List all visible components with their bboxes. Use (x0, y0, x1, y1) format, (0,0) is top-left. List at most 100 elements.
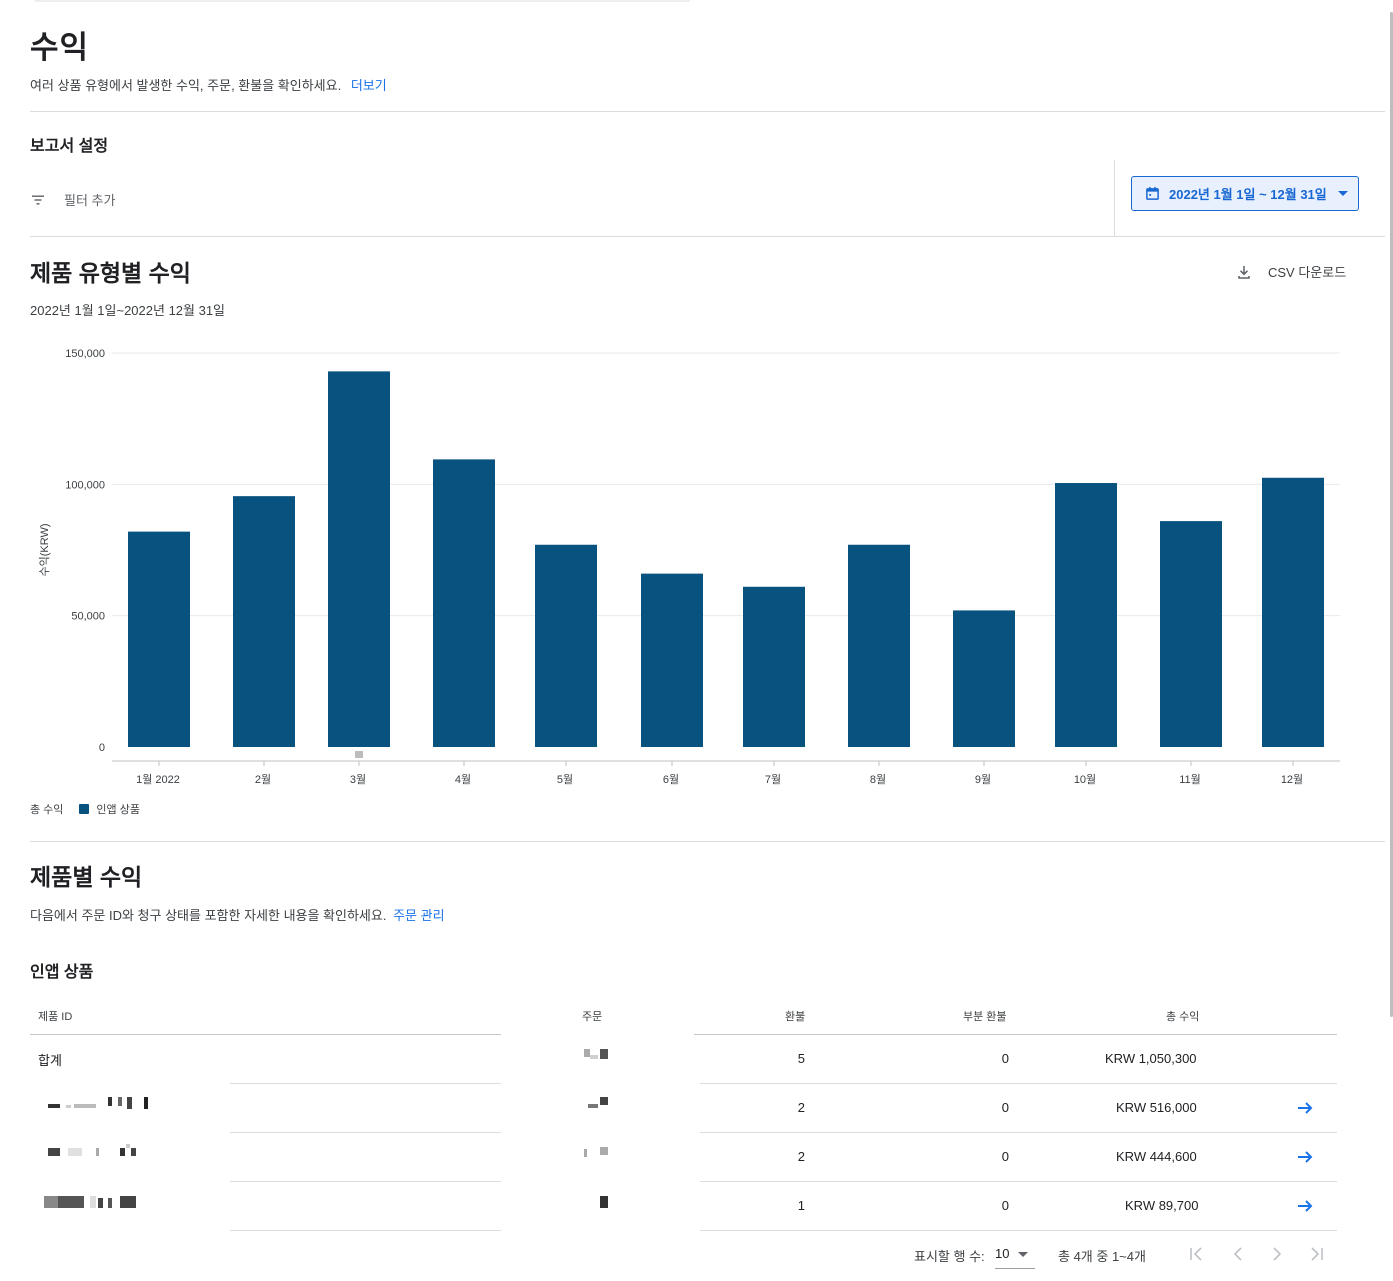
redacted-orders (600, 1196, 608, 1208)
chart-legend: 총 수익 인앱 상품 (30, 801, 140, 817)
arrow-right-icon[interactable] (1295, 1098, 1315, 1118)
focus-marker (355, 751, 363, 758)
page-description-text: 여러 상품 유형에서 발생한 수익, 주문, 환불을 확인하세요. (30, 78, 342, 93)
scrollbar-thumb[interactable] (1390, 12, 1393, 1017)
x-tick-label: 2월 (255, 773, 271, 786)
date-range-button[interactable]: 2022년 1월 1일 ~ 12월 31일 (1131, 176, 1359, 211)
redacted-orders (600, 1097, 608, 1105)
top-bar-edge (34, 0, 690, 2)
chevron-down-icon (1337, 190, 1348, 196)
y-tick-label: 0 (99, 742, 105, 754)
row-divider (700, 1132, 1337, 1133)
calendar-icon (1146, 186, 1159, 200)
csv-download-label: CSV 다운로드 (1268, 265, 1347, 280)
x-tick-label: 4월 (455, 773, 471, 786)
y-tick-label: 50,000 (71, 611, 105, 623)
arrow-right-icon[interactable] (1295, 1196, 1315, 1216)
legend-total-label: 총 수익 (30, 804, 64, 816)
x-tick-label: 6월 (663, 773, 679, 786)
page-description: 여러 상품 유형에서 발생한 수익, 주문, 환불을 확인하세요. 더보기 (30, 75, 387, 94)
report-settings-title: 보고서 설정 (30, 138, 109, 155)
filter-icon (32, 195, 44, 204)
arrow-right-icon[interactable] (1295, 1147, 1315, 1167)
bar-8[interactable] (848, 544, 910, 747)
divider (30, 841, 1385, 842)
redacted-orders (584, 1049, 590, 1057)
manage-orders-link[interactable]: 주문 관리 (393, 908, 445, 923)
bar-7[interactable] (743, 586, 805, 747)
rows-per-page-value: 10 (995, 1246, 1010, 1261)
row-divider (230, 1083, 501, 1084)
redacted-orders (588, 1104, 598, 1108)
add-filter-label: 필터 추가 (64, 193, 116, 208)
bar-4[interactable] (433, 459, 495, 747)
row-partial-refunds: 0 (1001, 1100, 1009, 1115)
products-section-title: 제품별 수익 (30, 864, 143, 890)
divider (30, 111, 1385, 112)
table-header-divider (30, 1034, 501, 1035)
chevron-right-icon[interactable] (1267, 1244, 1287, 1264)
row-divider (230, 1181, 501, 1182)
bar-3[interactable] (328, 371, 390, 747)
row-partial-refunds: 0 (1001, 1051, 1009, 1066)
redacted-orders (600, 1049, 608, 1059)
row-partial-refunds: 0 (1001, 1198, 1009, 1213)
rows-per-page-select[interactable]: 10 (995, 1242, 1035, 1269)
row-refunds: 1 (797, 1198, 805, 1213)
bar-12[interactable] (1262, 477, 1324, 747)
page-title: 수익 (30, 30, 90, 65)
x-tick-label: 12월 (1281, 773, 1303, 786)
row-divider (230, 1132, 501, 1133)
rows-per-page-label: 표시할 행 수: (914, 1249, 985, 1264)
legend-series-label[interactable]: 인앱 상품 (96, 804, 140, 816)
scrollbar-track[interactable] (1389, 0, 1393, 1281)
add-filter-button[interactable]: 필터 추가 (30, 190, 115, 209)
col-header-product-id[interactable]: 제품 ID (38, 1011, 73, 1023)
csv-download-button[interactable]: CSV 다운로드 (1236, 262, 1346, 281)
bar-11[interactable] (1160, 521, 1222, 747)
date-range-label: 2022년 1월 1일 ~ 12월 31일 (1169, 187, 1327, 202)
legend-swatch[interactable] (79, 804, 90, 814)
x-tick-label: 8월 (870, 773, 886, 786)
bar-10[interactable] (1055, 483, 1117, 747)
x-tick-label: 11월 (1179, 773, 1201, 786)
products-description-text: 다음에서 주문 ID와 청구 상태를 포함한 자세한 내용을 확인하세요. (30, 908, 387, 923)
first-page-icon[interactable] (1186, 1244, 1206, 1264)
x-tick-label: 7월 (765, 773, 781, 786)
table-header-divider (694, 1034, 1337, 1035)
last-page-icon[interactable] (1307, 1244, 1327, 1264)
x-tick-label: 3월 (350, 773, 366, 786)
x-tick-label: 1월 2022 (136, 773, 180, 786)
redacted-orders (590, 1055, 598, 1059)
pagination-range: 총 4개 중 1~4개 (1058, 1249, 1146, 1264)
y-axis-label: 수익(KRW) (38, 523, 51, 576)
revenue-bar-chart: 0 50,000 100,000 150,000 수익(KRW) 1월 2022 2월 3월 4… (38, 348, 1340, 786)
chevron-left-icon[interactable] (1228, 1244, 1248, 1264)
row-total-revenue: KRW 1,050,300 (1105, 1051, 1197, 1066)
row-refunds: 2 (797, 1100, 805, 1115)
x-tick-label: 5월 (557, 773, 573, 786)
bar-2[interactable] (233, 496, 295, 747)
row-total-revenue: KRW 89,700 (1125, 1198, 1199, 1213)
learn-more-link[interactable]: 더보기 (350, 78, 387, 93)
products-description: 다음에서 주문 ID와 청구 상태를 포함한 자세한 내용을 확인하세요. 주문… (30, 905, 445, 924)
row-refunds: 5 (797, 1051, 805, 1066)
redacted-orders (584, 1149, 587, 1157)
divider (30, 236, 1385, 237)
chart-section-title: 제품 유형별 수익 (30, 260, 191, 286)
bar-9[interactable] (953, 610, 1015, 747)
row-product-id: 합계 (38, 1053, 62, 1068)
y-tick-label: 150,000 (65, 348, 105, 360)
y-tick-label: 100,000 (65, 479, 105, 491)
col-header-partial-refunds[interactable]: 부분 환불 (963, 1011, 1007, 1023)
x-tick-label: 9월 (975, 773, 991, 786)
col-header-total-revenue[interactable]: 총 수익 (1166, 1011, 1200, 1023)
row-total-revenue: KRW 516,000 (1116, 1100, 1197, 1115)
bar-5[interactable] (535, 544, 597, 747)
row-divider (700, 1083, 1337, 1084)
col-header-orders[interactable]: 주문 (582, 1011, 603, 1023)
col-header-refunds[interactable]: 환불 (785, 1011, 806, 1023)
bar-6[interactable] (641, 573, 703, 747)
x-tick-label: 10월 (1074, 773, 1096, 786)
bar-1[interactable] (128, 531, 190, 747)
